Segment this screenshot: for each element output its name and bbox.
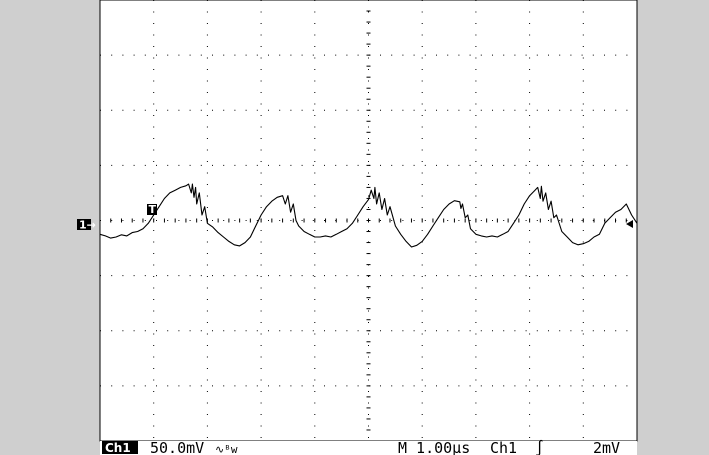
trigger-source: Ch1: [490, 439, 517, 455]
status-bar: Ch1 50.0mV ∿ᴮw M 1.00µs Ch1 ∫ 2mV: [100, 439, 637, 455]
volts-per-div: 50.0mV: [150, 439, 204, 455]
channel-marker-label: 1→: [79, 219, 96, 232]
timebase: M 1.00µs: [398, 439, 470, 455]
trace-line-series-0: [99, 183, 638, 248]
graticule: [99, 0, 638, 442]
trigger-level: 2mV: [593, 439, 620, 455]
trigger-level-arrow-icon: [626, 220, 633, 228]
channel-label: Ch1: [105, 441, 131, 455]
channel-1-marker: 1→: [77, 219, 96, 232]
trigger-marker: T: [147, 203, 157, 216]
waveform-trace: [99, 183, 638, 248]
trigger-slope-icon: ∫: [535, 439, 544, 455]
trigger-marker-label: T: [149, 203, 157, 216]
coupling-symbol: ∿ᴮw: [215, 443, 238, 455]
